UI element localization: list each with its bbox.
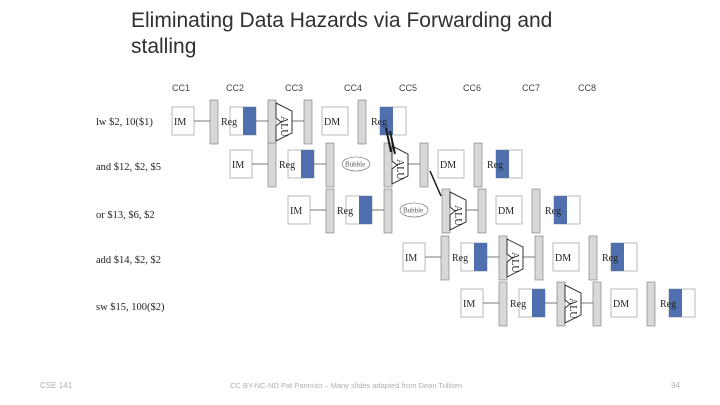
cc-label-6: CC6 [463,83,482,93]
cc-label-7: CC7 [522,83,541,93]
row-or-reg-writeback-shade [554,196,567,224]
row-and-latch-stall [325,142,335,188]
footer-course: CSE 141 [40,381,73,390]
row-sw-latch-exmem [592,281,602,327]
forwarding-arrow-and-to-or [429,170,442,197]
row-add-reg-writeback-label: Reg [602,253,618,264]
row-lw-dm-label: DM [324,117,340,128]
row-sw-reg-decode-label: Reg [510,299,526,310]
row-and-latch-ifid [267,142,277,188]
row-lw-alu-shape [275,102,293,142]
row-or-dm-box [495,195,523,225]
row-or-bubble-label: Bubble [403,207,423,215]
cc-label-8: CC8 [578,83,597,93]
row-or-im-label: IM [290,206,302,217]
row-or-alu-label: ALU [452,205,463,226]
row-and-im-label: IM [232,160,244,171]
row-sw-dm-box [610,288,638,318]
instruction-label-and: and $12, $2, $5 [96,162,162,173]
cc-label-2: CC2 [226,83,245,93]
row-add-im-label: IM [405,253,417,264]
row-add-alu-shape [506,238,524,278]
row-or-reg-decode-shade [359,196,372,224]
row-or-latch-exmem [477,188,487,234]
forwarding-arrow-lw-to-and-2 [389,130,396,155]
forwarding-arrow-lw-to-and [385,127,392,153]
row-sw-latch-ifid [498,281,508,327]
row-and-reg-decode-label: Reg [279,160,295,171]
row-add-reg-writeback-shade [611,243,624,271]
row-and-reg-decode-shade [301,150,314,178]
row-lw-dm-box [321,106,349,136]
row-and-latch-idex [383,142,393,188]
row-or-bubble-shape [399,202,429,218]
instruction-label-sw: sw $15, 100($2) [96,302,165,313]
row-lw-latch-memwb [357,99,367,145]
instruction-label-lw: lw $2, 10($1) [96,117,153,128]
row-add-latch-exmem [534,235,544,281]
row-or-reg-decode-label: Reg [337,206,353,217]
row-lw-alu-label: ALU [278,116,289,137]
row-sw-reg-writeback-shade [669,289,682,317]
row-or-latch-stall [383,188,393,234]
row-and-alu-shape [391,145,409,185]
row-and-bubble-label: Bubble [345,161,365,169]
row-add-dm-label: DM [555,253,571,264]
footer-credit: CC BY-NC-ND Pat Pannuto – Many slides ad… [230,381,463,390]
row-sw-reg-writeback-label: Reg [660,299,676,310]
row-and-latch-memwb [473,142,483,188]
row-sw-latch-idex [556,281,566,327]
slide-title: Eliminating Data Hazards via Forwarding … [131,9,553,58]
row-and-reg-writeback-shade [496,150,509,178]
row-lw-reg-decode-shade [243,107,256,135]
row-add-dm-box [552,242,580,272]
row-and-reg-writeback-label: Reg [487,160,503,171]
row-or-reg-writeback-label: Reg [545,206,561,217]
row-add-latch-memwb [588,235,598,281]
row-add-reg-decode-label: Reg [452,253,468,264]
row-add-reg-decode-shade [474,243,487,271]
row-add-alu-label: ALU [509,252,520,273]
row-lw-im-label: IM [174,117,186,128]
row-sw-latch-memwb [646,281,656,327]
instruction-label-or: or $13, $6, $2 [96,210,155,221]
row-lw-reg-decode-label: Reg [221,117,237,128]
row-and-dm-label: DM [440,160,456,171]
pipeline-stages: IM Reg ALU DM Reg IM Reg Bubble ALU DM Reg IM Reg Bub… [171,99,696,327]
instruction-label-add: add $14, $2, $2 [96,255,162,266]
row-lw-reg-writeback-shade [380,107,393,135]
row-and-bubble-shape [341,156,371,172]
forwarding-paths [385,127,442,197]
row-or-latch-ifid [325,188,335,234]
row-or-alu-shape [449,191,467,231]
row-sw-alu-label: ALU [567,298,578,319]
row-lw-reg-writeback-label: Reg [371,117,387,128]
cc-label-3: CC3 [285,83,304,93]
cc-label-5: CC5 [399,83,418,93]
row-lw-latch-ifid [209,99,219,145]
cc-label-1: CC1 [172,83,191,93]
row-add-latch-idex [498,235,508,281]
page-number: 94 [671,381,680,390]
row-and-dm-box [437,149,465,179]
row-or-latch-idex [441,188,451,234]
cc-label-4: CC4 [344,83,363,93]
row-lw-latch-idex [267,99,277,145]
row-add-latch-ifid [440,235,450,281]
row-lw-latch-exmem [303,99,313,145]
row-and-latch-exmem [419,142,429,188]
row-and-alu-label: ALU [394,159,405,180]
row-sw-reg-decode-shade [532,289,545,317]
row-sw-alu-shape [564,284,582,324]
row-or-dm-label: DM [498,206,514,217]
row-or-latch-memwb [531,188,541,234]
row-sw-dm-label: DM [613,299,629,310]
row-sw-im-label: IM [463,299,475,310]
